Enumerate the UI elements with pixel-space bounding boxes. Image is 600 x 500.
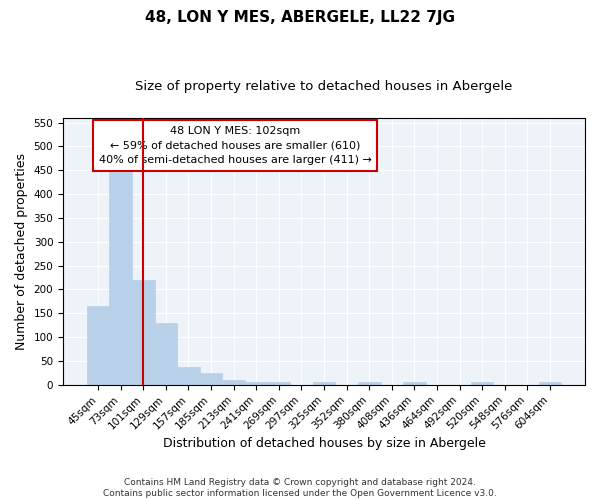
Bar [223, 380, 245, 385]
Text: Contains HM Land Registry data © Crown copyright and database right 2024.
Contai: Contains HM Land Registry data © Crown c… [103, 478, 497, 498]
Bar [109, 172, 132, 385]
Bar [539, 382, 561, 385]
Text: 48 LON Y MES: 102sqm
← 59% of detached houses are smaller (610)
40% of semi-deta: 48 LON Y MES: 102sqm ← 59% of detached h… [99, 126, 372, 166]
Bar [155, 323, 177, 385]
Bar [200, 373, 223, 385]
X-axis label: Distribution of detached houses by size in Abergele: Distribution of detached houses by size … [163, 437, 485, 450]
Text: 48, LON Y MES, ABERGELE, LL22 7JG: 48, LON Y MES, ABERGELE, LL22 7JG [145, 10, 455, 25]
Bar [471, 382, 493, 385]
Bar [268, 382, 290, 385]
Y-axis label: Number of detached properties: Number of detached properties [15, 153, 28, 350]
Bar [245, 382, 268, 385]
Bar [358, 382, 380, 385]
Bar [132, 280, 155, 385]
Bar [177, 367, 200, 385]
Title: Size of property relative to detached houses in Abergele: Size of property relative to detached ho… [136, 80, 513, 93]
Bar [403, 382, 425, 385]
Bar [87, 306, 109, 385]
Bar [313, 382, 335, 385]
